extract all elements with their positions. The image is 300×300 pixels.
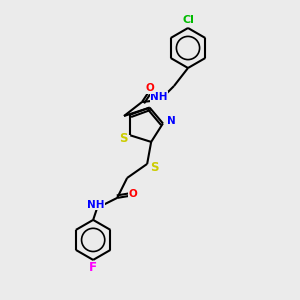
Text: Cl: Cl bbox=[182, 15, 194, 25]
Text: NH: NH bbox=[150, 92, 168, 102]
Text: O: O bbox=[146, 83, 154, 93]
Text: N: N bbox=[167, 116, 175, 126]
Text: O: O bbox=[129, 189, 137, 199]
Text: S: S bbox=[119, 132, 128, 145]
Text: F: F bbox=[89, 261, 97, 274]
Text: S: S bbox=[150, 161, 158, 174]
Text: NH: NH bbox=[87, 200, 105, 210]
